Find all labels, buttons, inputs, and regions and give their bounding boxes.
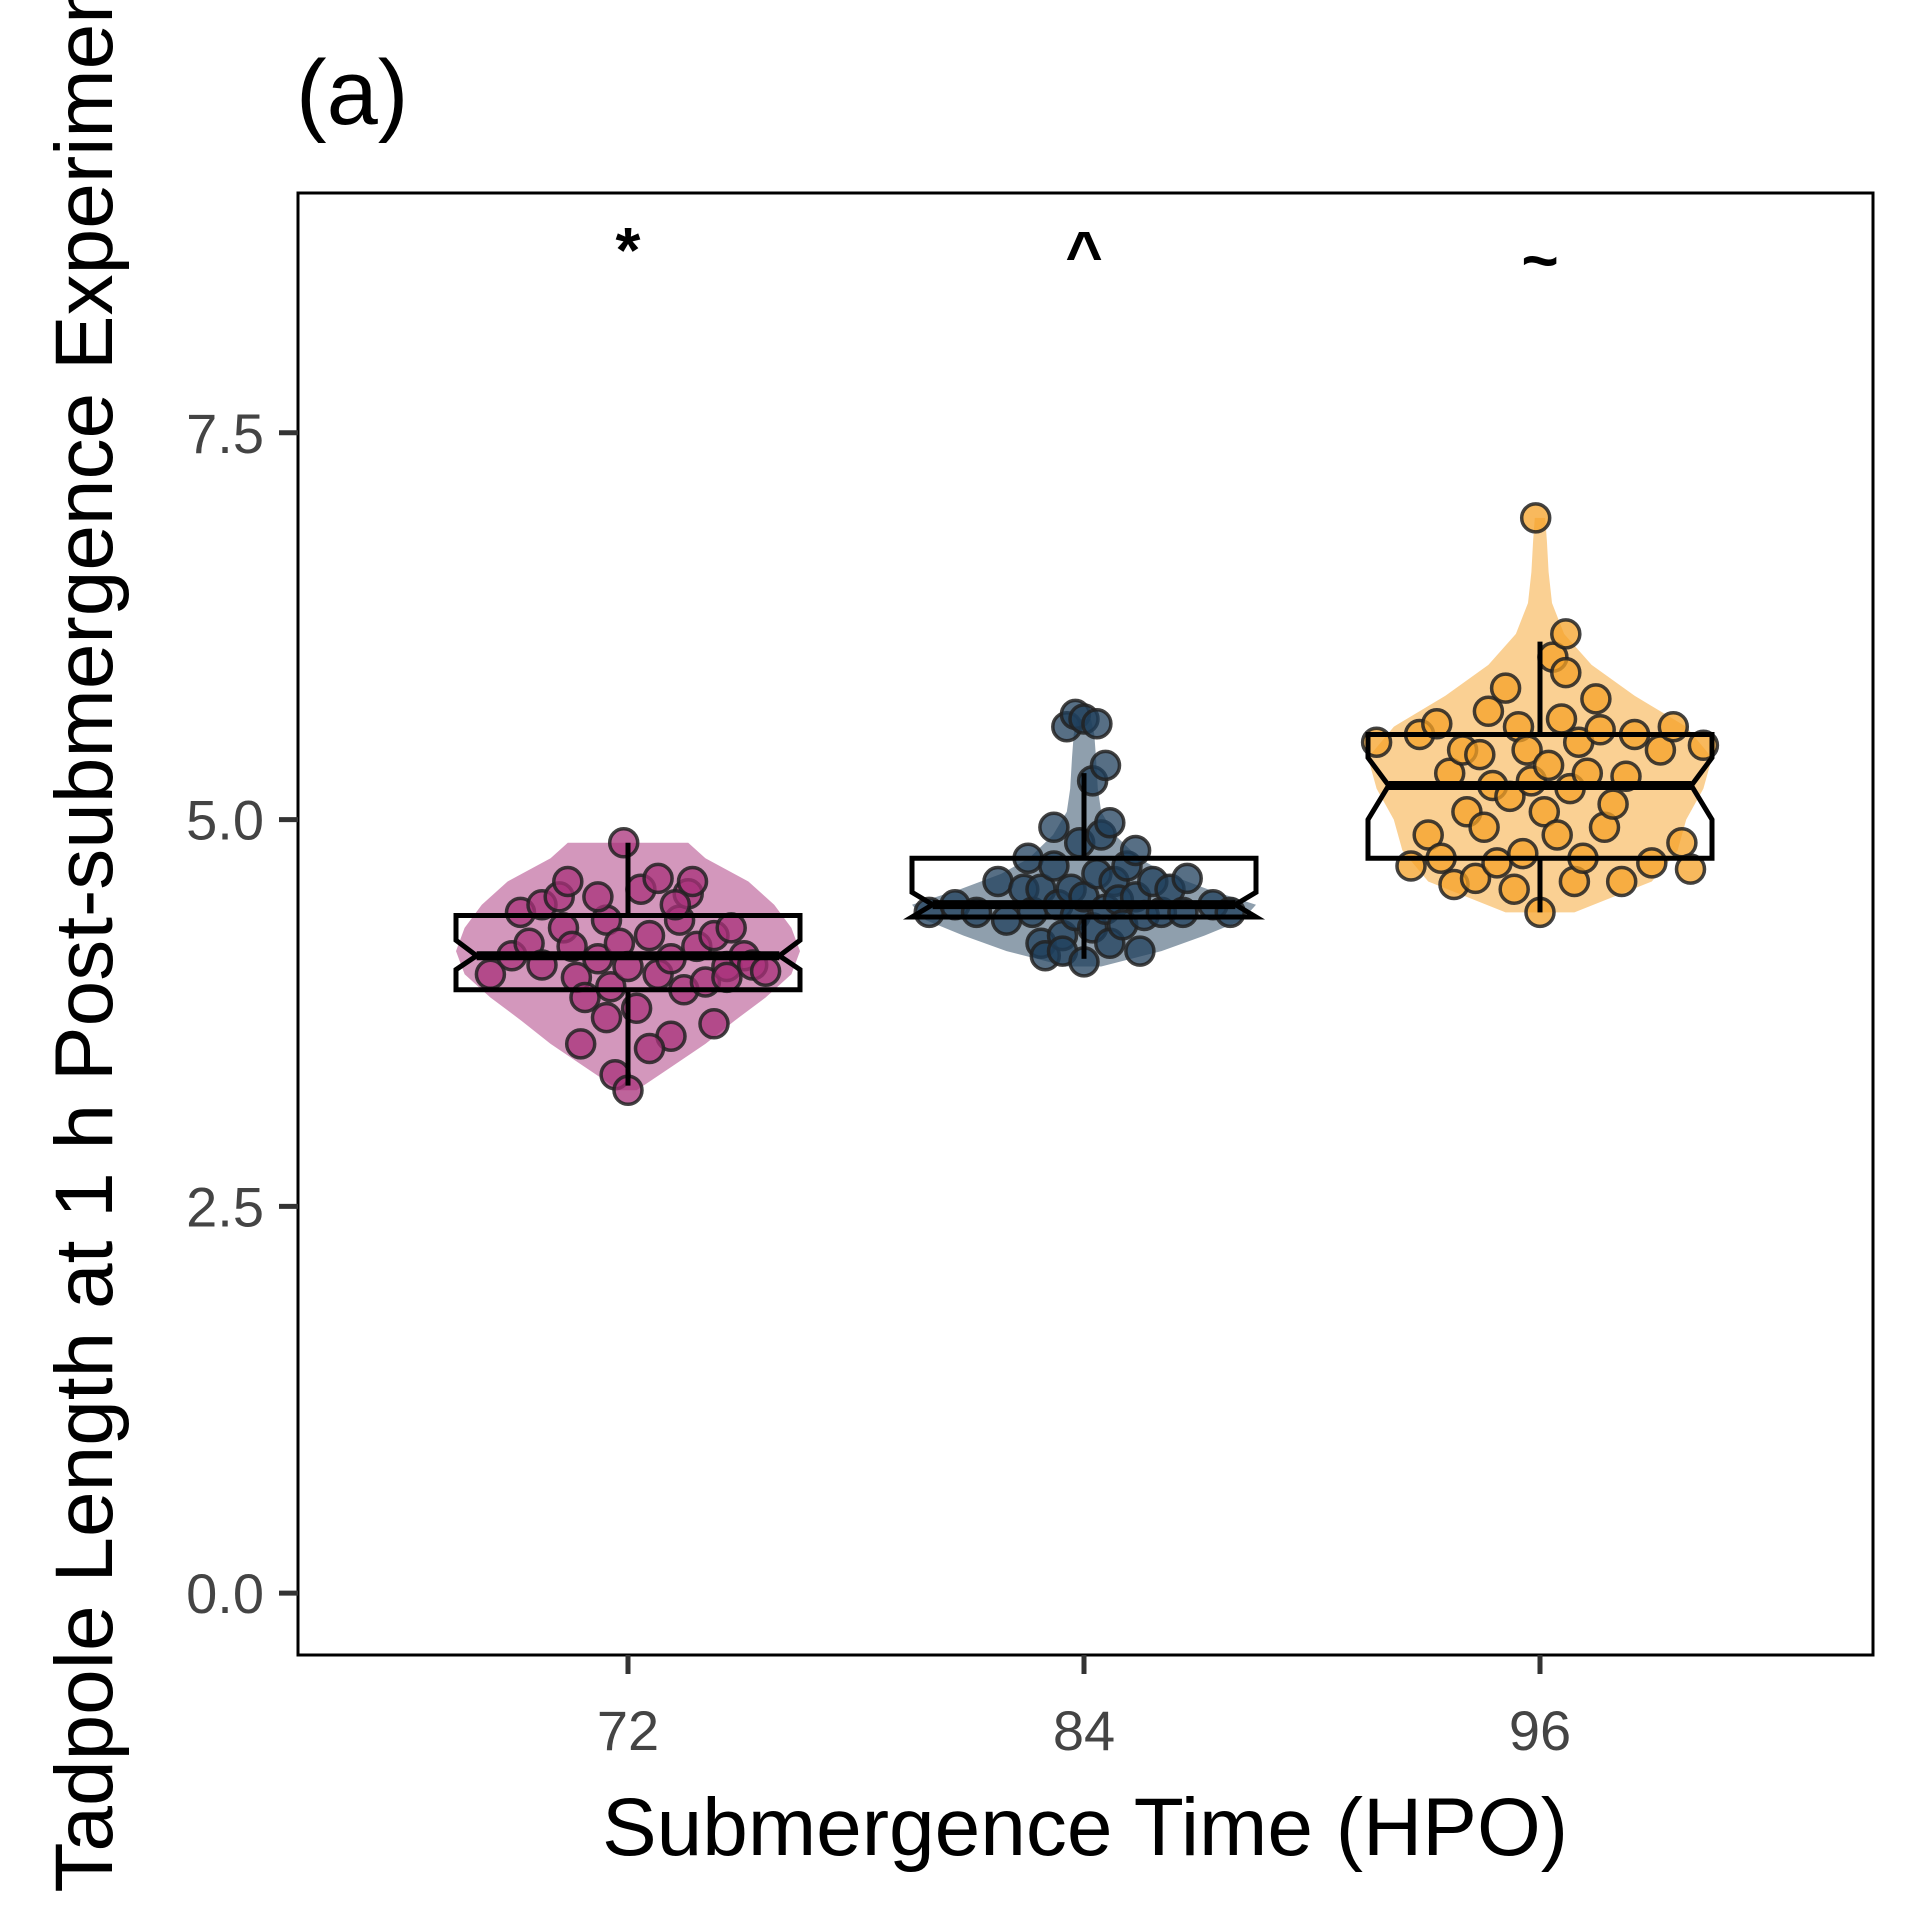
data-point (711, 961, 743, 994)
data-point (642, 862, 674, 895)
data-point (1472, 695, 1505, 728)
significance-label-84: ^ (1065, 218, 1102, 290)
data-point (1605, 865, 1638, 898)
data-point (659, 888, 692, 921)
y-axis-title: Tadpole Length at 1 h Post-submergence E… (39, 0, 130, 1893)
notched-box-96 (1365, 731, 1715, 861)
data-point (1507, 837, 1539, 870)
data-point (1124, 935, 1156, 967)
data-point (1464, 738, 1496, 771)
data-point (633, 1032, 666, 1065)
data-point (1528, 796, 1561, 828)
significance-label-96: ~ (1521, 224, 1558, 296)
significance-label-72: * (616, 214, 641, 286)
data-point (607, 827, 640, 859)
x-tick-label: 96 (1509, 1699, 1571, 1762)
data-point (1532, 749, 1565, 782)
notched-box-72 (453, 912, 803, 993)
data-point (633, 919, 666, 952)
x-tick-label: 72 (597, 1699, 659, 1762)
data-point (1580, 683, 1612, 715)
y-tick-label: 2.5 (186, 1175, 264, 1238)
data-point (590, 1001, 623, 1034)
data-point (582, 881, 614, 913)
data-point (1481, 847, 1513, 879)
significance-layer: * ^ ~ (616, 214, 1559, 296)
y-tick-label: 0.0 (186, 1562, 264, 1625)
data-point (1089, 749, 1122, 782)
data-point (1468, 811, 1500, 844)
y-axis: 0.0 2.5 5.0 7.5 (186, 402, 298, 1625)
data-point (1489, 672, 1522, 704)
data-point (1094, 806, 1126, 839)
x-tick-label: 84 (1053, 1699, 1115, 1762)
data-point (982, 865, 1014, 898)
data-point (1459, 862, 1492, 895)
data-point (676, 865, 709, 898)
data-point (1412, 819, 1444, 851)
data-point (564, 1028, 597, 1060)
data-point (1541, 819, 1573, 851)
data-point (1584, 714, 1616, 746)
boxplot-layer (453, 641, 1715, 1086)
data-point (1038, 811, 1070, 844)
data-point (1550, 656, 1582, 689)
x-axis: 72 84 96 (597, 1655, 1571, 1762)
data-point (1421, 707, 1453, 740)
data-point (1081, 707, 1113, 740)
data-point (595, 970, 627, 1003)
notched-box-84 (902, 855, 1266, 920)
data-point (1550, 618, 1582, 650)
data-point (990, 904, 1023, 936)
data-point (1171, 862, 1203, 895)
data-point (749, 955, 782, 987)
data-point (715, 912, 747, 944)
data-point (1666, 827, 1698, 859)
data-point (1498, 873, 1530, 905)
data-point (552, 865, 584, 898)
x-axis-title: Submergence Time (HPO) (602, 1782, 1568, 1873)
panel-label: (a) (296, 42, 408, 144)
data-point (698, 1008, 730, 1040)
data-point (1597, 788, 1629, 820)
y-tick-label: 5.0 (186, 789, 264, 852)
data-point (1674, 853, 1707, 885)
y-tick-label: 7.5 (186, 402, 264, 465)
data-point (1636, 847, 1668, 879)
data-point (1519, 502, 1552, 534)
